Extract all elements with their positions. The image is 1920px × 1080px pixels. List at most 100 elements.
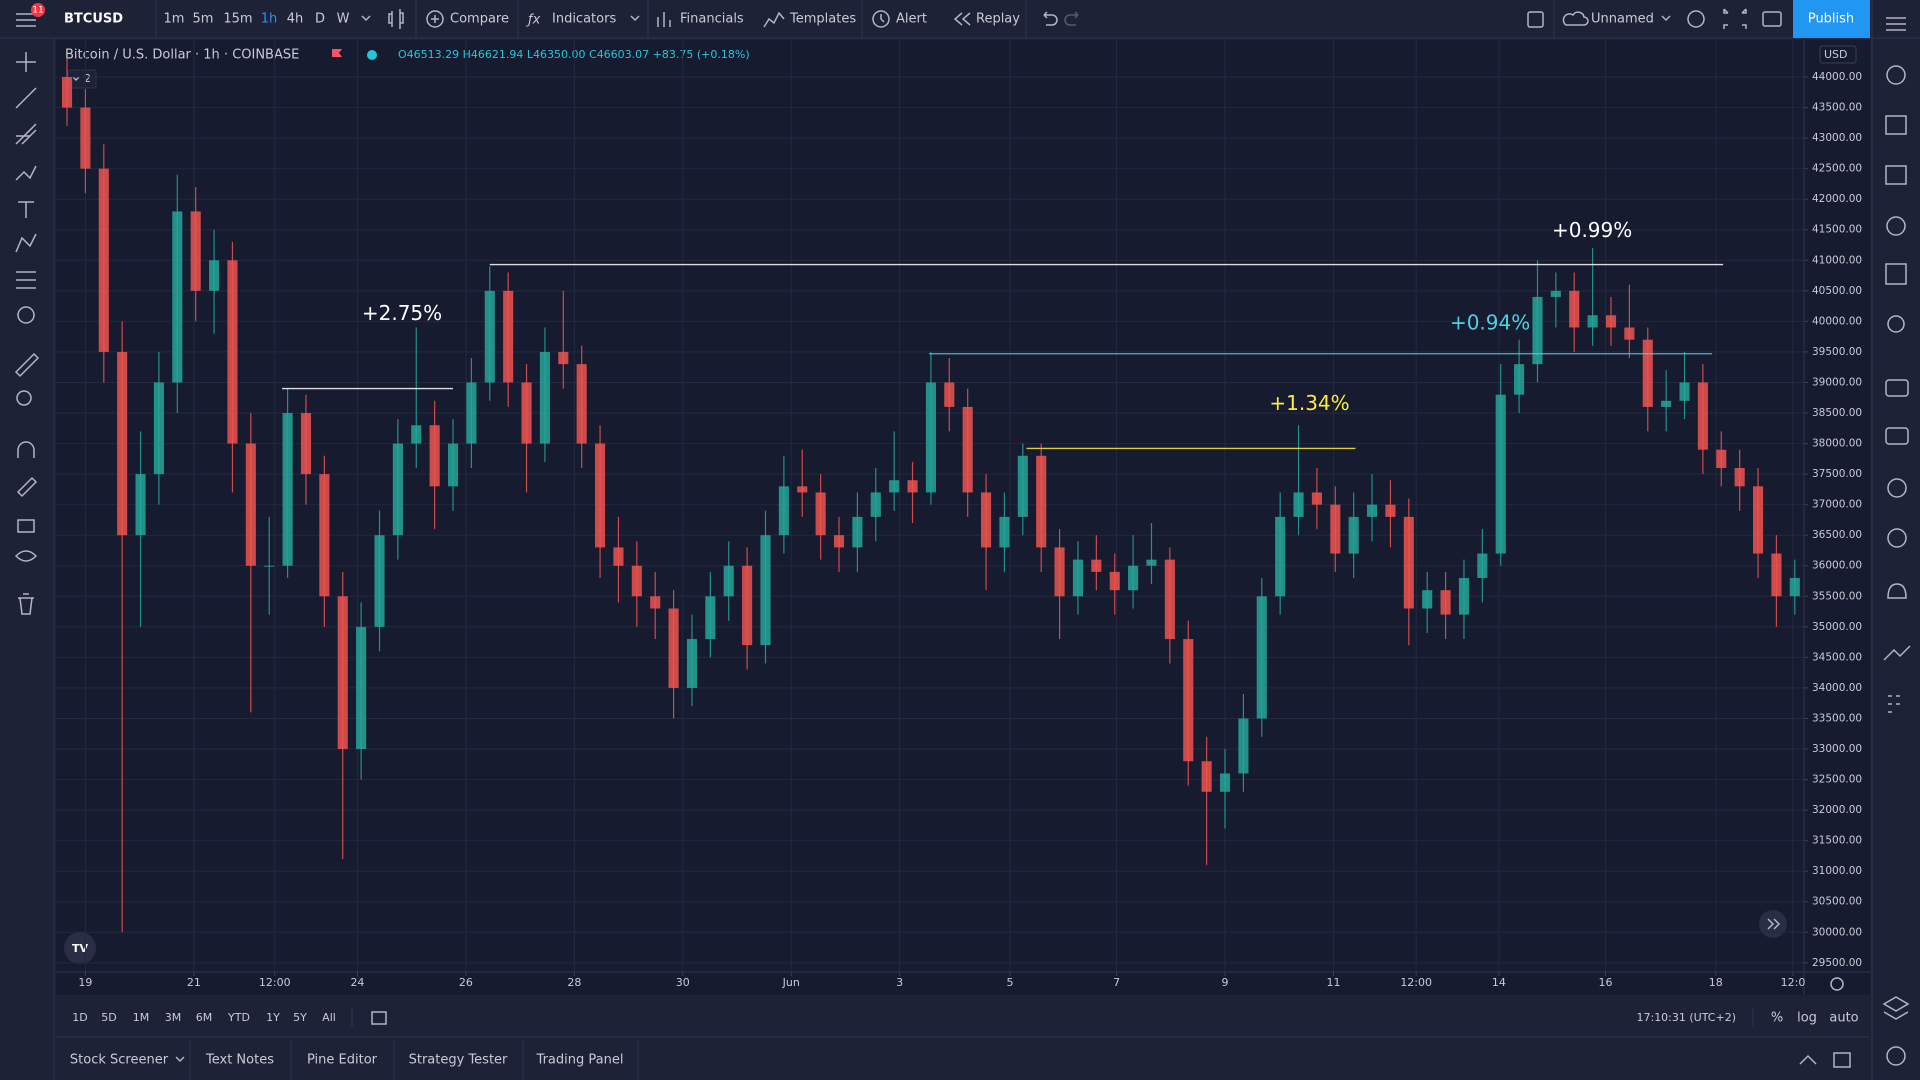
hotlists-button[interactable] bbox=[1885, 165, 1907, 185]
redo-button[interactable] bbox=[1064, 11, 1079, 26]
candle-body bbox=[1017, 455, 1028, 517]
interval-active[interactable]: 1h bbox=[261, 12, 278, 27]
compare-button[interactable]: Compare bbox=[426, 10, 509, 28]
candle-body bbox=[374, 535, 385, 627]
remove-tool[interactable] bbox=[18, 593, 34, 615]
currency-button[interactable] bbox=[1819, 45, 1857, 64]
replay-button[interactable]: Replay bbox=[953, 12, 1020, 27]
range-button[interactable]: 3M bbox=[165, 1011, 182, 1024]
candle-body bbox=[668, 608, 679, 688]
tab[interactable]: Stock Screener bbox=[70, 1053, 169, 1068]
crosshair-tool[interactable] bbox=[16, 52, 36, 72]
fib-tool[interactable] bbox=[15, 123, 37, 145]
data-window-button[interactable] bbox=[1885, 115, 1907, 135]
layout-name-button[interactable]: Unnamed bbox=[1562, 11, 1671, 27]
zoom-tool[interactable] bbox=[16, 390, 32, 406]
candle-body bbox=[521, 382, 532, 444]
range-button[interactable]: 5D bbox=[101, 1011, 116, 1024]
tab[interactable]: Pine Editor bbox=[307, 1053, 378, 1068]
text-tool[interactable] bbox=[18, 201, 34, 218]
alert-button[interactable]: Alert bbox=[872, 10, 927, 28]
y-tick-label: 31500.00 bbox=[1812, 835, 1862, 847]
range-button[interactable]: 5Y bbox=[293, 1011, 307, 1024]
chats-button[interactable] bbox=[1885, 379, 1909, 397]
undo-button[interactable] bbox=[1043, 11, 1058, 26]
percent-toggle[interactable]: % bbox=[1771, 1011, 1783, 1026]
range-button[interactable]: All bbox=[322, 1011, 336, 1024]
tab[interactable]: Text Notes bbox=[205, 1053, 274, 1068]
interval[interactable]: 15m bbox=[223, 12, 252, 27]
watchlist-button[interactable] bbox=[1886, 17, 1906, 31]
range-button[interactable]: 6M bbox=[196, 1011, 213, 1024]
broadcast-button[interactable] bbox=[1887, 528, 1907, 548]
interval[interactable]: D bbox=[315, 12, 325, 27]
measure-tool[interactable] bbox=[14, 352, 40, 378]
candle-body bbox=[135, 474, 146, 536]
pattern-tool[interactable] bbox=[15, 165, 37, 181]
candle-body bbox=[1385, 504, 1396, 517]
y-tick-label: 38000.00 bbox=[1812, 438, 1862, 450]
x-tick-label: 11 bbox=[1326, 976, 1340, 989]
trend-line-tool[interactable] bbox=[15, 87, 37, 109]
candle-body bbox=[1458, 577, 1470, 615]
financials-button[interactable]: Financials bbox=[657, 12, 744, 28]
range-button[interactable]: YTD bbox=[227, 1011, 250, 1024]
candle-body bbox=[282, 413, 293, 566]
menu-button[interactable]: 11 bbox=[16, 3, 45, 27]
calendar-button[interactable] bbox=[1886, 216, 1906, 236]
symbol[interactable]: BTCUSD bbox=[64, 12, 123, 27]
alerts-button[interactable] bbox=[1886, 65, 1906, 85]
ideas-button[interactable] bbox=[1887, 315, 1905, 333]
projection-tool[interactable] bbox=[15, 233, 37, 253]
candle-body bbox=[1036, 455, 1047, 548]
draw-mode-tool[interactable] bbox=[16, 476, 38, 498]
range-button[interactable]: 1D bbox=[72, 1011, 87, 1024]
panel-maximize[interactable] bbox=[1833, 1052, 1851, 1068]
auto-toggle[interactable]: auto bbox=[1829, 1011, 1858, 1026]
indicators-collapse[interactable] bbox=[67, 69, 97, 89]
screenshot-button[interactable] bbox=[1762, 11, 1782, 27]
bottom-tabs: Stock Screener Text Notes Pine Editor St… bbox=[70, 1040, 1851, 1080]
range-button[interactable]: 1Y bbox=[266, 1011, 280, 1024]
interval[interactable]: 4h bbox=[287, 12, 304, 27]
economic-button[interactable] bbox=[1885, 263, 1907, 285]
streams-button[interactable] bbox=[1885, 427, 1909, 445]
chart-type-button[interactable] bbox=[388, 9, 404, 29]
candle-body bbox=[356, 626, 367, 750]
x-tick-label: 19 bbox=[78, 976, 92, 989]
range-button[interactable]: 1M bbox=[133, 1011, 150, 1024]
dom-button[interactable] bbox=[1883, 645, 1911, 661]
tab[interactable]: Strategy Tester bbox=[409, 1053, 508, 1068]
tab[interactable]: Trading Panel bbox=[536, 1053, 624, 1068]
lock-tool[interactable] bbox=[17, 519, 35, 533]
interval[interactable]: 1m bbox=[164, 12, 185, 27]
hide-tool[interactable] bbox=[14, 550, 38, 562]
magnet-tool[interactable] bbox=[17, 441, 35, 458]
x-tick-label: 24 bbox=[350, 976, 364, 989]
candle-body bbox=[1275, 516, 1286, 597]
interval[interactable]: W bbox=[337, 12, 350, 27]
settings-button[interactable] bbox=[1687, 10, 1705, 28]
templates-button[interactable]: Templates bbox=[763, 12, 856, 28]
axis-settings[interactable] bbox=[1830, 977, 1844, 991]
interval[interactable]: 5m bbox=[193, 12, 214, 27]
date-range-button[interactable] bbox=[371, 1011, 387, 1025]
panel-collapse[interactable] bbox=[1799, 1054, 1817, 1065]
icon-tool[interactable] bbox=[17, 306, 35, 324]
fullscreen-button[interactable] bbox=[1723, 8, 1747, 29]
layers-button[interactable] bbox=[1882, 996, 1910, 1020]
notifications-button[interactable] bbox=[1887, 583, 1907, 599]
tab-dropdown[interactable] bbox=[175, 1056, 185, 1063]
candle-body bbox=[1164, 559, 1175, 640]
candle-body bbox=[1679, 382, 1690, 401]
support-button[interactable] bbox=[1887, 478, 1907, 498]
annotations: +2.75% +0.99% +0.94% +1.34% bbox=[282, 218, 1724, 450]
log-toggle[interactable]: log bbox=[1797, 1011, 1817, 1026]
layout-button[interactable] bbox=[1527, 11, 1544, 28]
indicators-button[interactable]: ƒx Indicators bbox=[525, 12, 640, 28]
order-panel-button[interactable] bbox=[1888, 695, 1900, 713]
prediction-tool[interactable] bbox=[16, 271, 36, 289]
help-button[interactable] bbox=[1886, 1046, 1906, 1066]
interval-dropdown[interactable] bbox=[361, 15, 371, 22]
publish-button[interactable] bbox=[1793, 0, 1870, 38]
